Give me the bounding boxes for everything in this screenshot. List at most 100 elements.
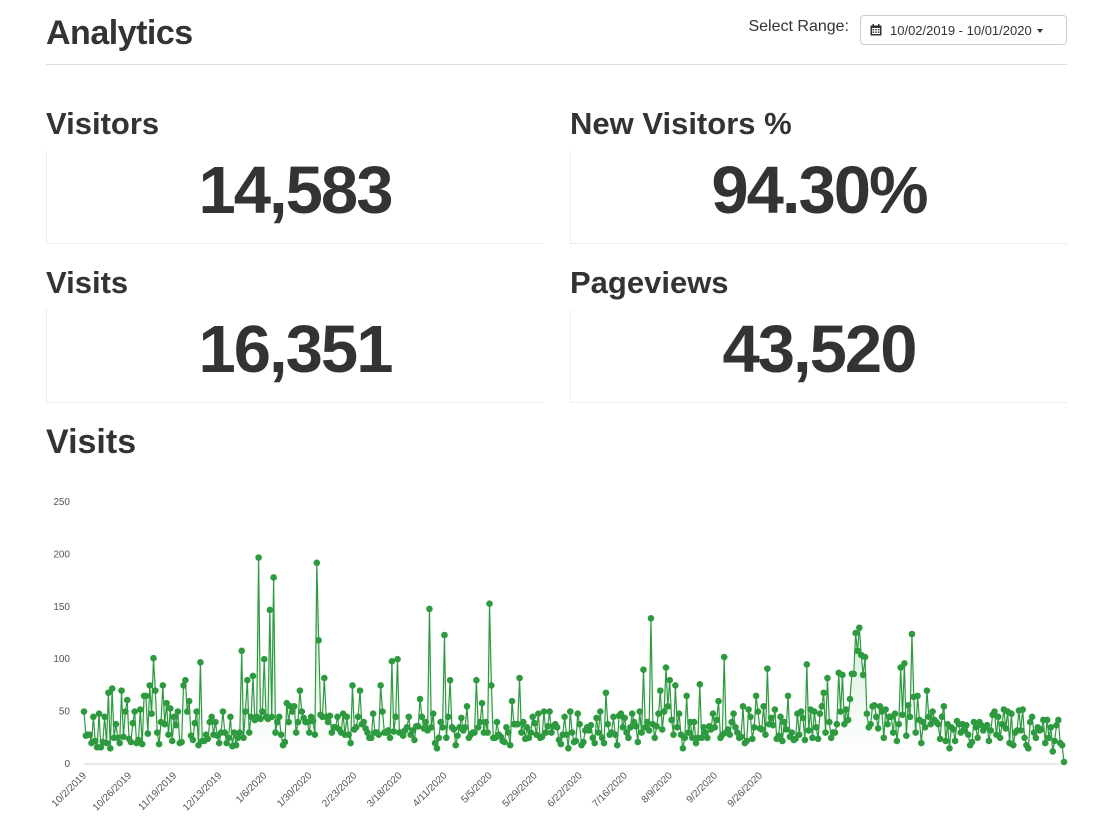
data-point[interactable] — [114, 734, 122, 742]
data-point[interactable] — [709, 710, 717, 717]
data-point[interactable] — [1043, 716, 1051, 724]
data-point[interactable] — [137, 706, 144, 713]
data-point[interactable] — [223, 739, 230, 747]
data-point[interactable] — [762, 731, 769, 738]
data-point[interactable] — [927, 720, 934, 728]
data-point[interactable] — [388, 658, 396, 665]
data-point[interactable] — [728, 718, 735, 726]
data-point[interactable] — [914, 692, 921, 700]
data-point[interactable] — [108, 685, 116, 692]
data-point[interactable] — [520, 718, 527, 726]
data-point[interactable] — [634, 738, 642, 746]
data-point[interactable] — [874, 725, 882, 732]
data-point[interactable] — [206, 718, 214, 726]
data-point[interactable] — [904, 702, 912, 709]
data-point[interactable] — [429, 710, 437, 717]
data-point[interactable] — [225, 734, 232, 742]
data-point[interactable] — [257, 715, 264, 723]
data-point[interactable] — [514, 720, 521, 728]
data-point[interactable] — [390, 728, 398, 735]
data-point[interactable] — [934, 720, 942, 728]
data-point[interactable] — [292, 729, 300, 736]
data-point[interactable] — [638, 729, 645, 736]
data-point[interactable] — [349, 682, 356, 689]
data-point[interactable] — [1002, 725, 1010, 732]
data-point[interactable] — [289, 708, 296, 715]
data-point[interactable] — [882, 706, 889, 713]
data-point[interactable] — [1019, 706, 1026, 713]
data-point[interactable] — [324, 718, 332, 726]
data-point[interactable] — [732, 724, 739, 731]
data-point[interactable] — [208, 713, 215, 721]
data-point[interactable] — [923, 687, 931, 694]
data-point[interactable] — [961, 727, 968, 734]
data-point[interactable] — [702, 729, 709, 736]
data-point[interactable] — [876, 703, 884, 710]
data-point[interactable] — [182, 676, 189, 684]
data-point[interactable] — [940, 703, 948, 710]
data-point[interactable] — [386, 734, 394, 742]
data-point[interactable] — [968, 738, 976, 746]
data-point[interactable] — [942, 737, 950, 745]
data-point[interactable] — [493, 718, 501, 726]
data-point[interactable] — [411, 736, 418, 744]
data-point[interactable] — [681, 734, 689, 742]
data-point[interactable] — [305, 729, 313, 736]
data-point[interactable] — [568, 729, 576, 736]
data-point[interactable] — [994, 713, 1002, 721]
data-point[interactable] — [304, 718, 311, 726]
data-point[interactable] — [123, 696, 131, 704]
data-point[interactable] — [234, 734, 242, 742]
data-point[interactable] — [852, 629, 859, 637]
data-point[interactable] — [891, 710, 899, 717]
data-point[interactable] — [803, 661, 811, 668]
data-point[interactable] — [715, 697, 722, 705]
data-point[interactable] — [260, 655, 268, 663]
data-point[interactable] — [122, 708, 129, 715]
data-point[interactable] — [1051, 737, 1058, 745]
data-point[interactable] — [392, 713, 399, 721]
data-point[interactable] — [683, 692, 690, 700]
data-point[interactable] — [812, 724, 820, 731]
data-point[interactable] — [1026, 718, 1034, 726]
data-point[interactable] — [604, 720, 612, 728]
data-point[interactable] — [148, 710, 155, 717]
data-point[interactable] — [996, 734, 1004, 742]
data-point[interactable] — [929, 708, 936, 715]
data-point[interactable] — [461, 724, 469, 731]
data-point[interactable] — [105, 689, 112, 697]
data-point[interactable] — [112, 720, 120, 728]
data-point[interactable] — [546, 708, 553, 715]
data-point[interactable] — [313, 559, 321, 567]
data-point[interactable] — [643, 718, 651, 726]
data-point[interactable] — [1021, 734, 1028, 742]
data-point[interactable] — [964, 731, 972, 738]
data-point[interactable] — [259, 708, 266, 715]
data-point[interactable] — [212, 718, 219, 726]
data-point[interactable] — [655, 710, 662, 717]
data-point[interactable] — [743, 737, 751, 745]
data-point[interactable] — [101, 713, 108, 721]
data-point[interactable] — [375, 731, 383, 738]
data-point[interactable] — [153, 729, 161, 736]
data-point[interactable] — [1049, 748, 1057, 755]
data-point[interactable] — [523, 724, 531, 731]
data-point[interactable] — [150, 654, 157, 662]
data-point[interactable] — [557, 740, 565, 748]
data-point[interactable] — [219, 708, 227, 715]
data-point[interactable] — [473, 676, 480, 684]
data-point[interactable] — [437, 718, 445, 726]
data-point[interactable] — [167, 705, 174, 712]
data-point[interactable] — [215, 739, 223, 747]
data-point[interactable] — [679, 744, 687, 752]
data-point[interactable] — [698, 734, 705, 742]
data-point[interactable] — [458, 714, 465, 722]
data-point[interactable] — [356, 687, 364, 694]
data-point[interactable] — [298, 708, 306, 715]
data-point[interactable] — [895, 720, 903, 728]
data-point[interactable] — [118, 687, 125, 694]
data-point[interactable] — [482, 718, 490, 726]
data-point[interactable] — [516, 674, 523, 682]
data-point[interactable] — [548, 729, 555, 736]
data-point[interactable] — [856, 624, 863, 632]
